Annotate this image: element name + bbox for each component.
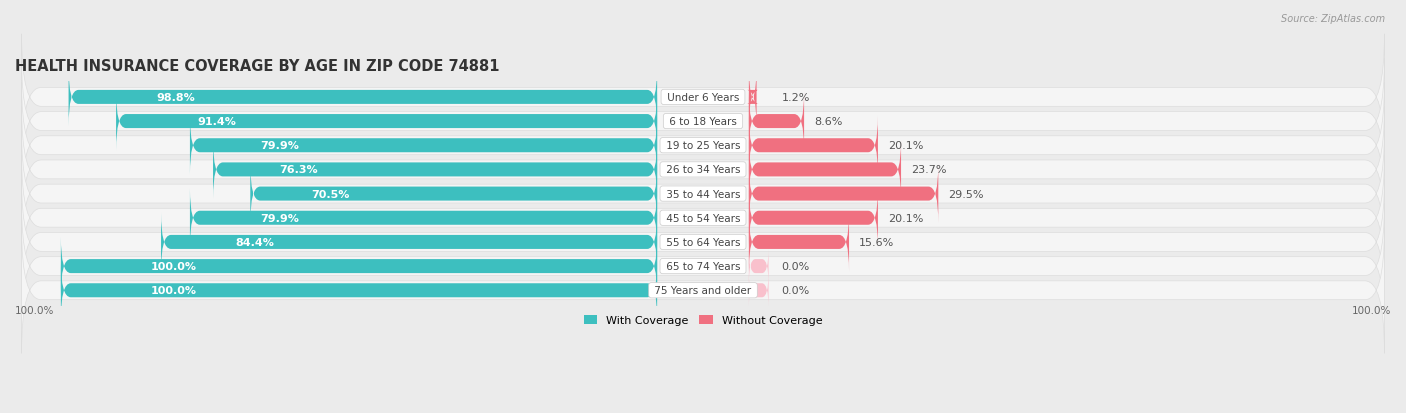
Text: 100.0%: 100.0%	[150, 261, 197, 271]
FancyBboxPatch shape	[21, 204, 1385, 330]
Text: 23.7%: 23.7%	[911, 165, 946, 175]
Text: 29.5%: 29.5%	[948, 189, 984, 199]
FancyBboxPatch shape	[749, 93, 804, 151]
Text: 19 to 25 Years: 19 to 25 Years	[662, 141, 744, 151]
FancyBboxPatch shape	[749, 249, 769, 284]
FancyBboxPatch shape	[747, 69, 759, 127]
Text: 100.0%: 100.0%	[150, 285, 197, 296]
FancyBboxPatch shape	[190, 189, 657, 247]
Text: 84.4%: 84.4%	[235, 237, 274, 247]
Text: 79.9%: 79.9%	[260, 213, 299, 223]
FancyBboxPatch shape	[749, 273, 769, 308]
Text: Under 6 Years: Under 6 Years	[664, 93, 742, 103]
Text: Source: ZipAtlas.com: Source: ZipAtlas.com	[1281, 14, 1385, 24]
Text: 8.6%: 8.6%	[814, 117, 842, 127]
Text: 20.1%: 20.1%	[887, 141, 924, 151]
FancyBboxPatch shape	[21, 131, 1385, 257]
Text: 0.0%: 0.0%	[782, 285, 810, 296]
Text: 100.0%: 100.0%	[15, 306, 55, 316]
Text: 1.2%: 1.2%	[782, 93, 810, 103]
Text: 65 to 74 Years: 65 to 74 Years	[662, 261, 744, 271]
FancyBboxPatch shape	[749, 213, 849, 271]
FancyBboxPatch shape	[749, 117, 877, 175]
Text: 98.8%: 98.8%	[157, 93, 195, 103]
Text: 6 to 18 Years: 6 to 18 Years	[666, 117, 740, 127]
Text: 76.3%: 76.3%	[280, 165, 318, 175]
Text: 100.0%: 100.0%	[1351, 306, 1391, 316]
FancyBboxPatch shape	[60, 261, 657, 320]
Text: 15.6%: 15.6%	[859, 237, 894, 247]
Text: 35 to 44 Years: 35 to 44 Years	[662, 189, 744, 199]
FancyBboxPatch shape	[749, 165, 938, 223]
FancyBboxPatch shape	[21, 59, 1385, 185]
Text: 45 to 54 Years: 45 to 54 Years	[662, 213, 744, 223]
Text: HEALTH INSURANCE COVERAGE BY AGE IN ZIP CODE 74881: HEALTH INSURANCE COVERAGE BY AGE IN ZIP …	[15, 59, 499, 74]
Legend: With Coverage, Without Coverage: With Coverage, Without Coverage	[579, 311, 827, 330]
FancyBboxPatch shape	[749, 141, 901, 199]
FancyBboxPatch shape	[21, 155, 1385, 281]
Text: 55 to 64 Years: 55 to 64 Years	[662, 237, 744, 247]
FancyBboxPatch shape	[162, 213, 657, 271]
Text: 75 Years and older: 75 Years and older	[651, 285, 755, 296]
FancyBboxPatch shape	[117, 93, 657, 151]
FancyBboxPatch shape	[21, 107, 1385, 233]
FancyBboxPatch shape	[21, 35, 1385, 161]
FancyBboxPatch shape	[21, 83, 1385, 209]
FancyBboxPatch shape	[190, 117, 657, 175]
Text: 26 to 34 Years: 26 to 34 Years	[662, 165, 744, 175]
FancyBboxPatch shape	[60, 237, 657, 296]
Text: 20.1%: 20.1%	[887, 213, 924, 223]
FancyBboxPatch shape	[21, 179, 1385, 305]
FancyBboxPatch shape	[21, 228, 1385, 354]
Text: 0.0%: 0.0%	[782, 261, 810, 271]
FancyBboxPatch shape	[214, 141, 657, 199]
Text: 70.5%: 70.5%	[311, 189, 350, 199]
Text: 79.9%: 79.9%	[260, 141, 299, 151]
Text: 91.4%: 91.4%	[197, 117, 236, 127]
FancyBboxPatch shape	[69, 69, 657, 127]
FancyBboxPatch shape	[749, 189, 877, 247]
FancyBboxPatch shape	[250, 165, 657, 223]
